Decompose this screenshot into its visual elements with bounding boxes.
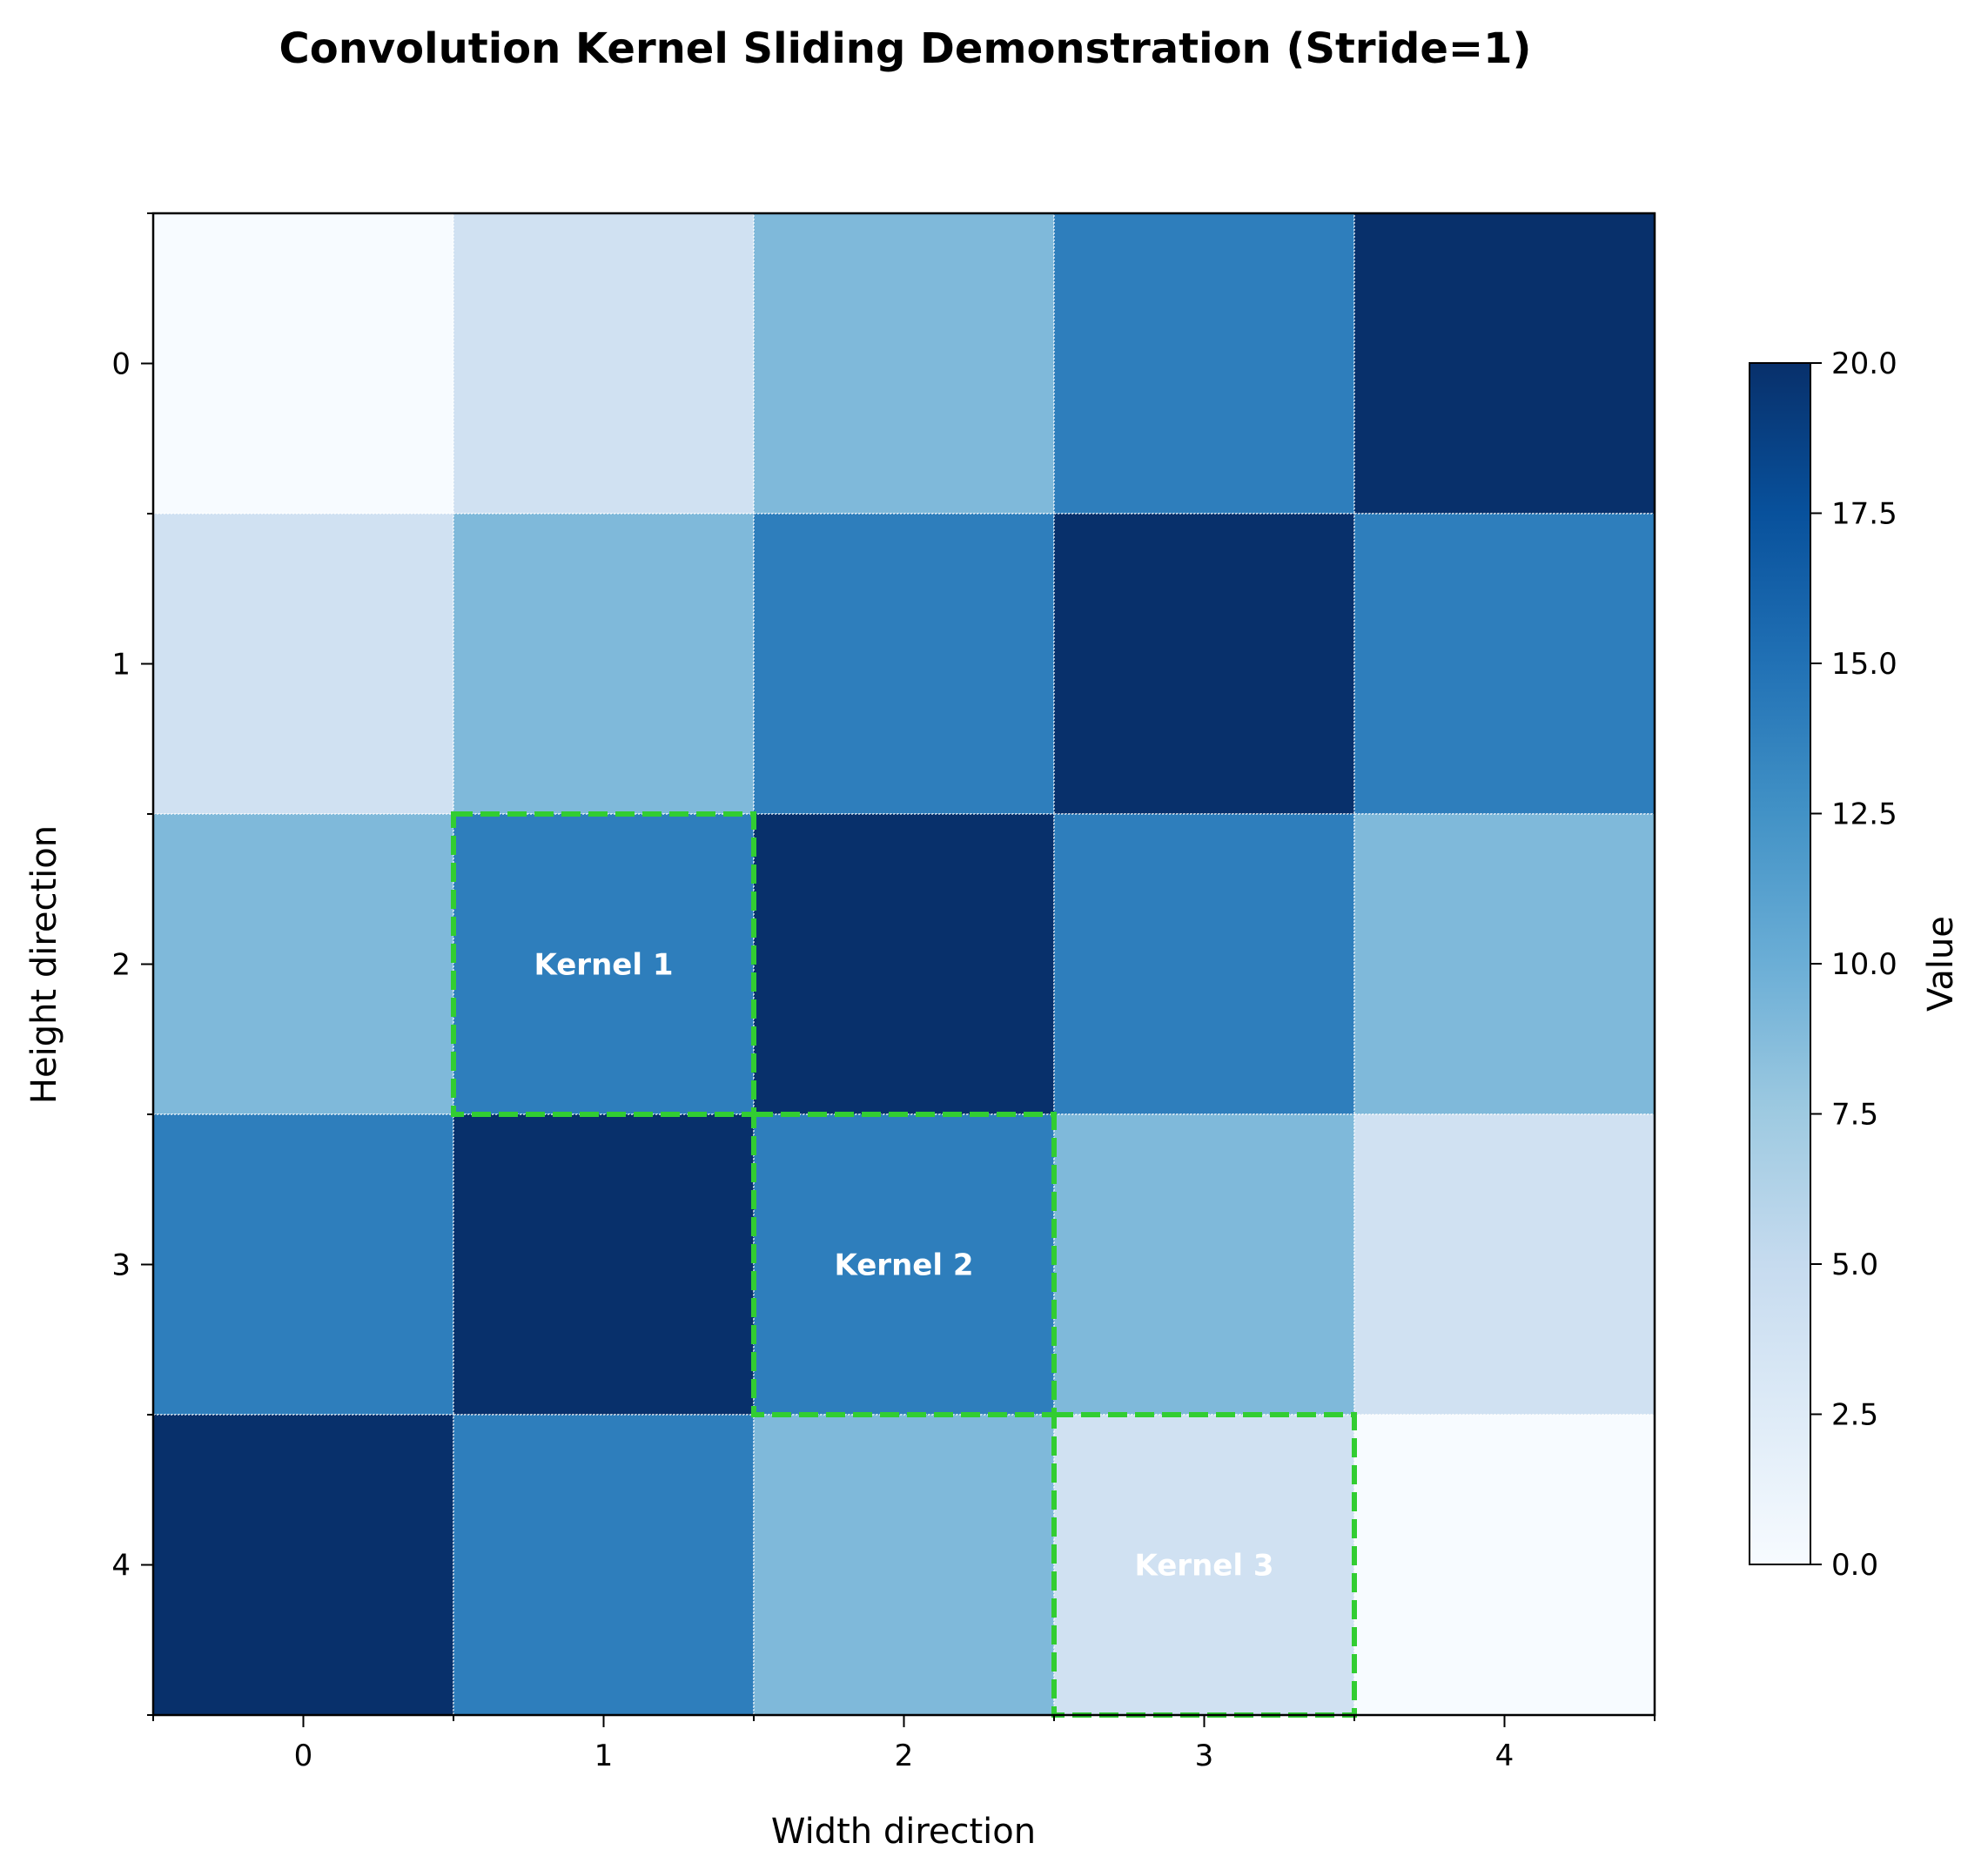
heatmap-cell-r1-c3 xyxy=(1053,513,1355,815)
heatmap-cell-r4-c1 xyxy=(453,1414,755,1716)
colorbar-tick-label: 15.0 xyxy=(1831,647,1897,682)
heatmap-cell-r0-c0 xyxy=(152,212,454,515)
x-axis-label: Width direction xyxy=(771,1812,1036,1852)
heatmap-cell-r4-c2 xyxy=(753,1414,1055,1716)
heatmap-cell-r0-c3 xyxy=(1053,212,1355,515)
colorbar-tick-label: 12.5 xyxy=(1831,797,1897,832)
heatmap-cell-r3-c1 xyxy=(453,1113,755,1416)
colorbar-ticks: 0.0 2.5 5.0 7.5 10.0 12.5 15.0 17.5 20.0 xyxy=(1810,346,1897,1583)
y-tick-label: 2 xyxy=(111,948,131,983)
colorbar-tick-label: 0.0 xyxy=(1831,1548,1878,1583)
heatmap-cell-r2-c4 xyxy=(1353,813,1656,1115)
kernel-2-box xyxy=(751,1112,1057,1417)
kernel-overlays: Kernel 1 Kernel 2 Kernel 3 xyxy=(451,811,1357,1718)
y-tick-label: 4 xyxy=(111,1549,131,1584)
kernel-2-label: Kernel 2 xyxy=(835,1248,974,1283)
colorbar-label: Value xyxy=(1921,916,1961,1012)
heatmap-cell-r1-c2 xyxy=(753,513,1055,815)
kernel-3-label: Kernel 3 xyxy=(1135,1549,1274,1584)
heatmap-cells xyxy=(152,212,1656,1716)
heatmap-cell-r4-c0 xyxy=(152,1414,454,1716)
x-tick-label: 0 xyxy=(294,1739,313,1773)
heatmap-cell-r0-c2 xyxy=(753,212,1055,515)
chart-title: Convolution Kernel Sliding Demonstration… xyxy=(279,24,1532,73)
heatmap-cell-r1-c1 xyxy=(453,513,755,815)
colorbar-tick-label: 5.0 xyxy=(1831,1248,1878,1282)
y-axis-label: Height direction xyxy=(24,825,64,1104)
colorbar xyxy=(1749,362,1811,1565)
heatmap-cell-r0-c4 xyxy=(1353,212,1656,515)
heatmap-cell-r2-c3 xyxy=(1053,813,1355,1115)
kernel-1-box xyxy=(451,811,756,1117)
colorbar-tick-label: 7.5 xyxy=(1831,1098,1878,1133)
heatmap-cell-r2-c1 xyxy=(453,813,755,1115)
y-tick-label: 1 xyxy=(111,648,131,683)
heatmap-cell-r2-c0 xyxy=(152,813,454,1115)
y-tick-label: 3 xyxy=(111,1248,131,1283)
heatmap-cell-r3-c2 xyxy=(753,1113,1055,1416)
heatmap-cell-r3-c3 xyxy=(1053,1113,1355,1416)
colorbar-tick-label: 10.0 xyxy=(1831,947,1897,982)
x-tick-label: 4 xyxy=(1495,1739,1515,1773)
heatmap-cell-r2-c2 xyxy=(753,813,1055,1115)
heatmap-cell-r4-c3 xyxy=(1053,1414,1355,1716)
heatmap-cell-r0-c1 xyxy=(453,212,755,515)
colorbar-tick-label: 17.5 xyxy=(1831,497,1897,532)
x-tick-label: 2 xyxy=(895,1739,914,1773)
y-axis-ticks: 0 1 2 3 4 xyxy=(111,212,153,1716)
heatmap-cell-r4-c4 xyxy=(1353,1414,1656,1716)
colorbar-tick-label: 20.0 xyxy=(1831,346,1897,381)
y-tick-label: 0 xyxy=(111,347,131,382)
heatmap-cell-r1-c0 xyxy=(152,513,454,815)
heatmap-cell-r1-c4 xyxy=(1353,513,1656,815)
heatmap-cell-r3-c0 xyxy=(152,1113,454,1416)
heatmap-cell-r3-c4 xyxy=(1353,1113,1656,1416)
x-axis-ticks: 0 1 2 3 4 xyxy=(152,1715,1656,1773)
kernel-3-box xyxy=(1051,1412,1357,1718)
colorbar-tick-label: 2.5 xyxy=(1831,1398,1878,1433)
kernel-1-label: Kernel 1 xyxy=(534,948,674,983)
x-tick-label: 1 xyxy=(594,1739,614,1773)
x-tick-label: 3 xyxy=(1195,1739,1214,1773)
